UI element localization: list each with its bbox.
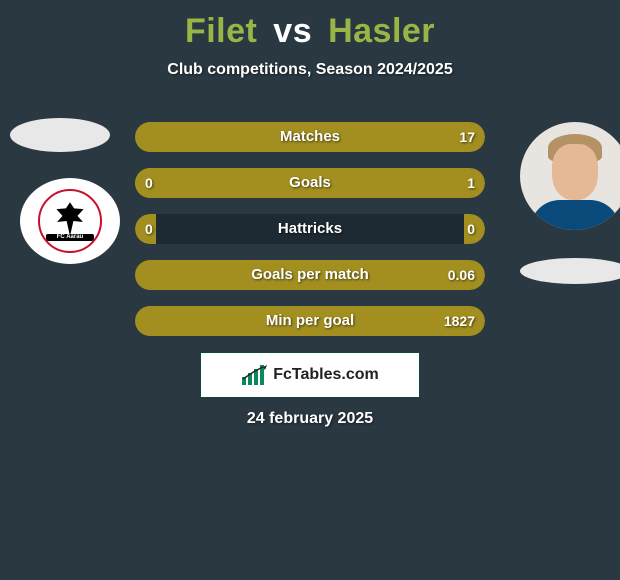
brand-text: FcTables.com xyxy=(273,366,379,384)
stat-label: Hattricks xyxy=(135,214,485,244)
stat-row: Goals0 1 xyxy=(135,168,485,198)
player1-club-badge: FC Aarau xyxy=(20,178,120,264)
title-player1: Filet xyxy=(185,12,257,50)
page-title: Filet vs Hasler xyxy=(0,0,620,51)
date-text: 24 february 2025 xyxy=(0,410,620,428)
stat-label: Min per goal xyxy=(135,306,485,336)
eagle-icon xyxy=(53,202,87,236)
brand-box: FcTables.com xyxy=(200,352,420,398)
stat-value-left: 0 xyxy=(145,168,153,198)
stat-value-left: 0 xyxy=(145,214,153,244)
stat-label: Goals per match xyxy=(135,260,485,290)
player2-club-placeholder xyxy=(520,258,620,284)
title-player2: Hasler xyxy=(328,12,435,50)
stat-row: Goals per match0.06 xyxy=(135,260,485,290)
stats-container: Matches17Goals01Hattricks00Goals per mat… xyxy=(135,122,485,352)
club-badge-icon: FC Aarau xyxy=(38,189,102,253)
stat-row: Min per goal1827 xyxy=(135,306,485,336)
stat-label: Matches xyxy=(135,122,485,152)
stat-value-right: 0 xyxy=(467,214,475,244)
stat-row: Hattricks0 0 xyxy=(135,214,485,244)
player1-avatar-placeholder xyxy=(10,118,110,152)
stat-value-right: 1 xyxy=(467,168,475,198)
stat-row: Matches17 xyxy=(135,122,485,152)
title-vs: vs xyxy=(273,12,312,50)
bars-icon xyxy=(241,365,267,385)
player2-avatar xyxy=(520,122,620,230)
stat-value-right: 0.06 xyxy=(448,260,475,290)
stat-value-right: 1827 xyxy=(444,306,475,336)
avatar-shirt xyxy=(530,200,620,230)
stat-value-right: 17 xyxy=(459,122,475,152)
subtitle: Club competitions, Season 2024/2025 xyxy=(0,61,620,79)
avatar-face xyxy=(552,144,598,200)
stat-label: Goals xyxy=(135,168,485,198)
club-badge-text: FC Aarau xyxy=(46,234,94,241)
